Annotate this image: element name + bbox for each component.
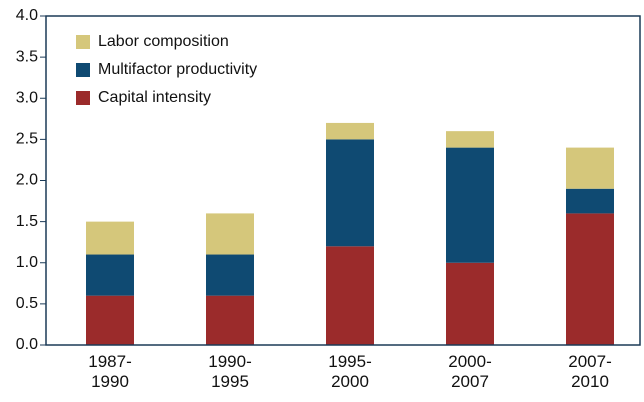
plot-frame	[45, 15, 641, 346]
legend-label: Capital intensity	[98, 89, 211, 106]
bar-segment	[566, 147, 614, 189]
x-tick-label: 2007- 2010	[568, 352, 612, 391]
bar-segment	[86, 254, 134, 296]
y-tick-label: 1.5	[16, 213, 38, 230]
bar-segment	[206, 254, 254, 296]
bar-segment	[566, 213, 614, 345]
x-tick-label: 1995- 2000	[328, 352, 372, 391]
y-tick-label: 3.5	[16, 48, 38, 65]
bar-segment	[446, 131, 494, 148]
legend-swatch	[76, 91, 90, 105]
y-tick-label: 1.0	[16, 254, 38, 271]
y-tick-label: 3.0	[16, 89, 38, 106]
bar-segment	[86, 295, 134, 345]
bar-segment	[206, 213, 254, 255]
bar-segment	[326, 246, 374, 345]
legend-label: Labor composition	[98, 33, 229, 50]
y-tick-label: 0.5	[16, 295, 38, 312]
bar-segment	[566, 188, 614, 214]
bar-segment	[326, 122, 374, 140]
x-tick-label: 2000- 2007	[448, 352, 492, 391]
x-tick-label: 1990- 1995	[208, 352, 252, 391]
bar-segment	[446, 147, 494, 263]
y-tick-label: 2.0	[16, 172, 38, 189]
legend-swatch	[76, 63, 90, 77]
bar-segment	[206, 295, 254, 345]
x-tick-label: 1987- 1990	[88, 352, 132, 391]
y-tick-label: 0.0	[16, 336, 38, 353]
bar-segment	[326, 139, 374, 247]
legend-label: Multifactor productivity	[98, 61, 257, 78]
bar-segment	[446, 262, 494, 345]
y-tick-label: 2.5	[16, 131, 38, 148]
bar-segment	[86, 221, 134, 255]
legend-swatch	[76, 35, 90, 49]
legend-box	[62, 24, 322, 114]
y-tick-label: 4.0	[16, 7, 38, 24]
